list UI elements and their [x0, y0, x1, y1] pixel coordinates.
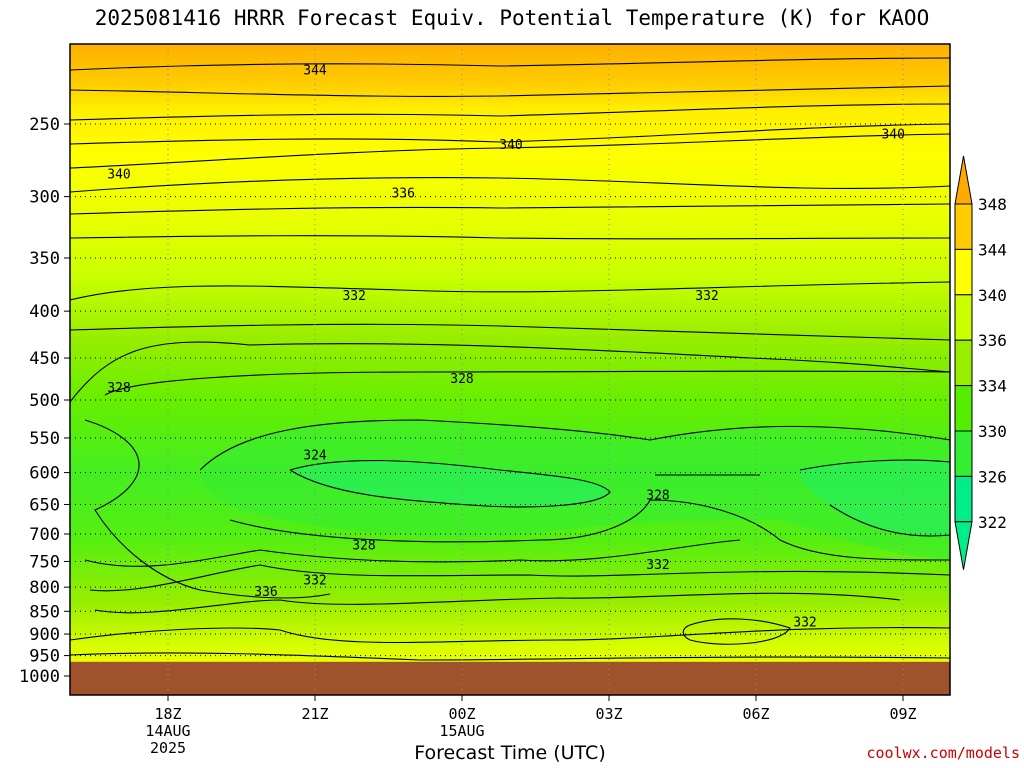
contour-label: 324 — [303, 448, 327, 463]
y-tick-label: 900 — [29, 625, 60, 645]
x-tick-date: 14AUG — [145, 722, 190, 740]
theta-e-field — [70, 44, 950, 695]
colorbar-label: 344 — [978, 240, 1007, 259]
x-tick-label: 18Z — [154, 705, 181, 723]
y-tick-label: 650 — [29, 495, 60, 515]
y-tick-label: 950 — [29, 647, 60, 667]
y-tick-label: 450 — [29, 349, 60, 369]
colorbar-segment — [954, 475, 973, 523]
colorbar-label: 336 — [978, 331, 1007, 350]
contour-label: 344 — [303, 63, 327, 78]
contour-label: 340 — [499, 138, 522, 153]
chart-title: 2025081416 HRRR Forecast Equiv. Potentia… — [94, 6, 930, 30]
x-tick-year: 2025 — [150, 739, 186, 757]
contour-lines — [70, 57, 950, 661]
y-tick-label: 400 — [29, 302, 60, 322]
plot-frame — [69, 43, 951, 696]
y-tick-label: 350 — [29, 249, 60, 269]
contour-label: 328 — [450, 372, 473, 387]
contour-label: 332 — [695, 289, 718, 304]
x-tick-label: 09Z — [889, 705, 916, 723]
x-tick-date: 15AUG — [439, 722, 484, 740]
x-tick-label: 00Z — [448, 705, 475, 723]
colorbar-extend-top — [954, 155, 973, 205]
contour-label: 332 — [303, 574, 326, 589]
x-tick-label: 03Z — [595, 705, 622, 723]
y-tick-label: 850 — [29, 602, 60, 622]
colorbar-segment — [954, 248, 973, 296]
ground-below-surface — [70, 661, 950, 695]
y-tick-label: 800 — [29, 578, 60, 598]
colorbar-label: 340 — [978, 286, 1007, 305]
contour-label: 336 — [391, 187, 414, 202]
mid-pocket — [200, 420, 950, 560]
y-tick-label: 1000 — [19, 667, 60, 687]
x-axis-label: Forecast Time (UTC) — [414, 742, 606, 764]
y-tick-label: 250 — [29, 115, 60, 135]
colorbar-segment — [954, 203, 973, 250]
colorbar-label: 326 — [978, 467, 1007, 486]
contour-label: 340 — [881, 127, 904, 142]
colorbar-extend-bottom — [954, 521, 973, 570]
colorbar-label: 334 — [978, 377, 1007, 396]
colorbar-segment — [954, 430, 973, 477]
y-tick-label: 750 — [29, 552, 60, 572]
contour-label: 332 — [342, 289, 365, 304]
contour-label: 340 — [107, 167, 130, 182]
x-tick-label: 21Z — [301, 705, 328, 723]
y-tick-label: 500 — [29, 391, 60, 411]
y-tick-label: 600 — [29, 464, 60, 484]
colorbar-segment — [954, 339, 973, 387]
x-tick-label: 06Z — [742, 705, 769, 723]
colorbar-label: 330 — [978, 422, 1007, 441]
contour-label: 332 — [793, 615, 816, 630]
credit-link[interactable]: coolwx.com/models — [866, 744, 1020, 762]
contour-label: 328 — [646, 489, 669, 504]
y-tick-label: 300 — [29, 188, 60, 208]
y-tick-label: 550 — [29, 429, 60, 449]
colorbar-segment — [954, 385, 973, 432]
colorbar-label: 348 — [978, 195, 1007, 214]
y-tick-label: 700 — [29, 525, 60, 545]
colorbar-label: 322 — [978, 513, 1007, 532]
contour-label: 336 — [254, 585, 277, 600]
contour-label: 332 — [646, 558, 669, 573]
contour-label: 328 — [107, 381, 130, 396]
colorbar-segment — [954, 294, 973, 341]
contour-label: 328 — [352, 539, 375, 554]
